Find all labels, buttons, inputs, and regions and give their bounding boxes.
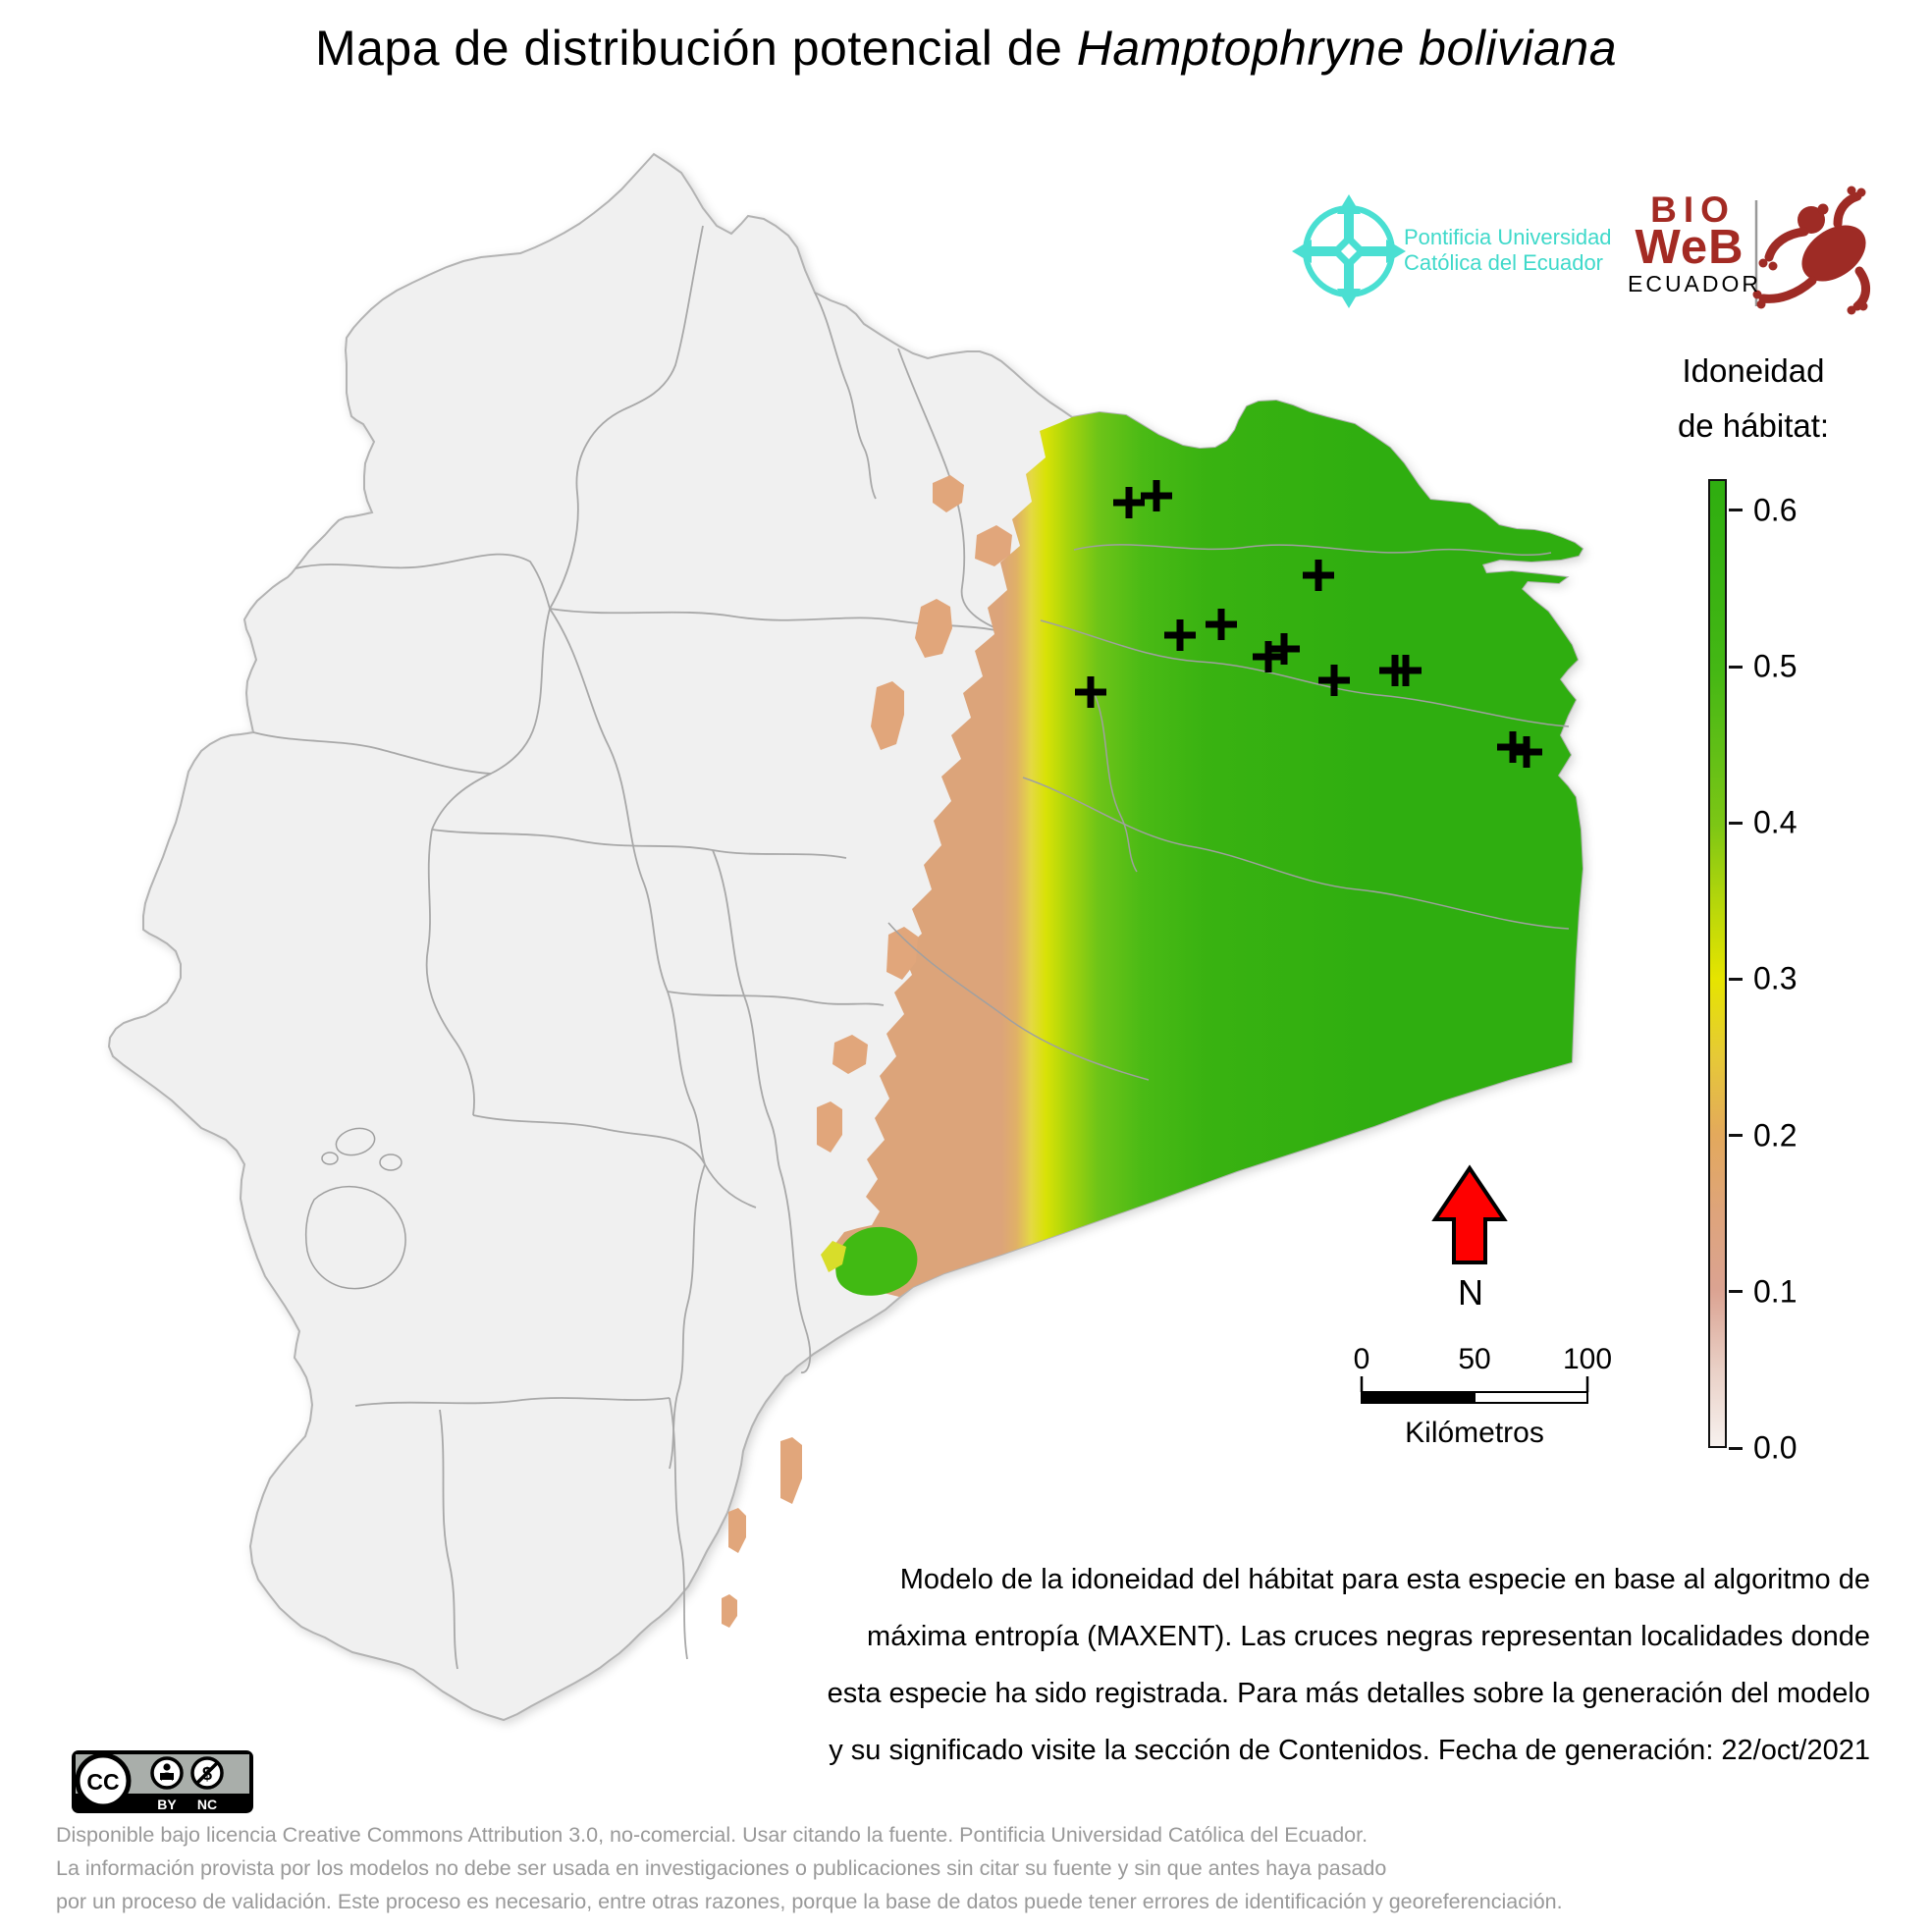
map-description: Modelo de la idoneidad del hábitat para … [594,1551,1870,1779]
description-line: máxima entropía (MAXENT). Las cruces neg… [867,1621,1870,1652]
occurrence-cross [1511,736,1542,768]
footer-line: por un proceso de validación. Este proce… [56,1890,1563,1913]
occurrence-cross [1390,655,1422,686]
occurrence-cross [1141,480,1172,511]
bioweb-bio: BIO [1650,189,1736,230]
frog-icon [1752,186,1870,315]
gulf-islet [335,1127,376,1156]
footer-line: Disponible bajo licencia Creative Common… [56,1823,1368,1847]
suitability-region [834,401,1583,1297]
scale-bar-unit: Kilómetros [1405,1417,1544,1449]
puce-line2: Católica del Ecuador [1404,250,1604,275]
occurrence-cross [1164,619,1196,651]
suitability-patches [722,475,1012,1628]
occurrence-cross [1268,633,1300,665]
footer-line: La información provista por los modelos … [56,1856,1387,1880]
occurrence-cross [1206,609,1237,640]
occurrence-localities [1075,480,1542,768]
rivers [887,544,1570,1081]
cc-license-badge: CC $ BY NC [72,1750,253,1813]
occurrence-cross [1113,487,1145,518]
gulf-islet [379,1154,402,1171]
occurrence-cross [1303,560,1334,591]
scale-bar [1360,1376,1589,1404]
suitability-south-lobe [835,1226,918,1296]
bioweb-web: WeB [1635,221,1744,274]
license-footer: Disponible bajo licencia Creative Common… [56,1818,1921,1918]
by-label: BY [157,1797,177,1812]
bioweb-ecuador: ECUADOR [1628,271,1762,296]
description-line: esta especie ha sido registrada. Para má… [827,1678,1870,1709]
bioweb-logo-icon [1752,186,1870,315]
puna-island [304,1185,406,1290]
occurrence-cross [1318,665,1350,696]
scale-bar-number: 50 [1458,1343,1491,1375]
title-prefix: Mapa de distribución potencial de [314,21,1077,76]
scale-bar-number: 100 [1562,1343,1613,1375]
north-label: N [1458,1272,1483,1313]
occurrence-cross [1075,676,1106,708]
puce-line1: Pontificia Universidad [1404,225,1612,249]
page-title: Mapa de distribución potencial de Hampto… [0,20,1932,77]
species-name: Hamptophryne boliviana [1076,21,1618,76]
scale-bar-number: 0 [1353,1343,1370,1375]
description-line: Modelo de la idoneidad del hábitat para … [899,1564,1870,1595]
gulf-islet [321,1152,339,1165]
bioweb-logo-text: BIO WeB ECUADOR [1628,189,1762,298]
description-line: y su significado visite la sección de Co… [829,1735,1870,1766]
nc-label: NC [197,1797,217,1812]
province-boundaries [252,225,1024,1670]
puce-logo-text: Pontificia Universidad Católica del Ecua… [1404,225,1612,276]
puce-logo-icon [1292,194,1406,308]
north-arrow-icon [1431,1164,1508,1264]
cc-label: CC [86,1769,119,1795]
